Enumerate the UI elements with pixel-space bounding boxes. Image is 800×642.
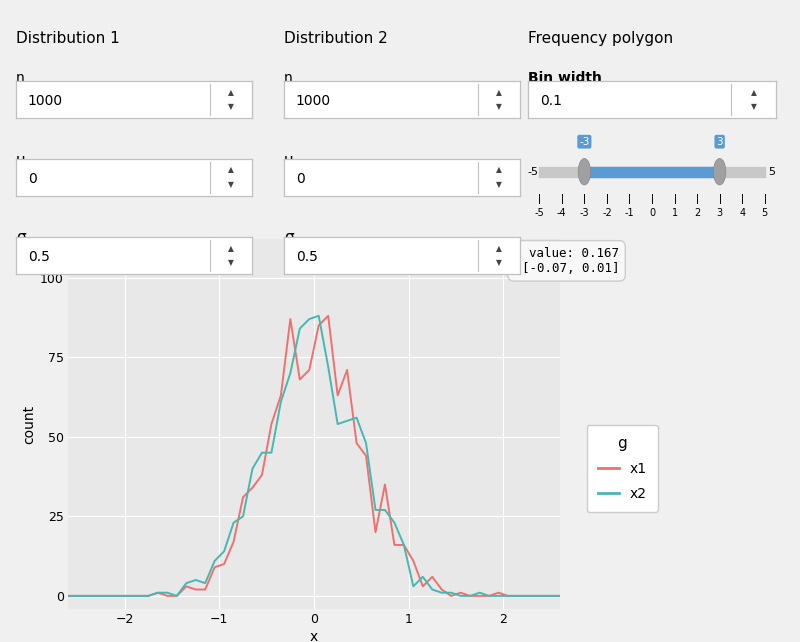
x2	[125, 592, 134, 600]
Text: ▲: ▲	[496, 87, 502, 96]
Text: 0.1: 0.1	[541, 94, 562, 108]
x2	[191, 576, 201, 584]
x2	[588, 592, 598, 600]
Text: -5: -5	[534, 208, 544, 218]
Text: ▲: ▲	[228, 243, 234, 252]
X-axis label: x: x	[310, 630, 318, 642]
Text: 1: 1	[671, 208, 678, 218]
x2	[172, 592, 182, 600]
Text: σ: σ	[16, 230, 26, 245]
Text: ▼: ▼	[496, 259, 502, 268]
x2	[390, 519, 399, 526]
Text: 1000: 1000	[296, 94, 331, 108]
Text: ▲: ▲	[750, 87, 757, 96]
Text: Distribution 1: Distribution 1	[16, 31, 120, 46]
Text: 2: 2	[694, 208, 700, 218]
Text: 0: 0	[649, 208, 655, 218]
Text: ▲: ▲	[228, 165, 234, 174]
Text: 1000: 1000	[28, 94, 63, 108]
Text: ▼: ▼	[228, 180, 234, 189]
x1	[323, 312, 333, 320]
x1	[390, 541, 399, 549]
Text: ▼: ▼	[496, 103, 502, 112]
Text: 3: 3	[717, 208, 722, 218]
x1	[210, 564, 219, 571]
Text: 0.5: 0.5	[28, 250, 50, 265]
x2	[219, 548, 229, 555]
Text: ▼: ▼	[750, 103, 757, 112]
Text: p value: 0.167
[-0.07, 0.01]: p value: 0.167 [-0.07, 0.01]	[514, 247, 619, 275]
Text: -5: -5	[527, 167, 538, 177]
Text: ▲: ▲	[496, 165, 502, 174]
Text: -3: -3	[579, 208, 589, 218]
Text: μ: μ	[16, 153, 26, 168]
x1	[172, 592, 182, 600]
Text: ▲: ▲	[496, 243, 502, 252]
Ellipse shape	[578, 159, 590, 185]
Text: 0: 0	[28, 172, 37, 186]
Line: x1: x1	[35, 316, 593, 596]
Text: -2: -2	[602, 208, 612, 218]
Text: 3: 3	[716, 137, 723, 147]
x1	[30, 592, 40, 600]
Line: x2: x2	[35, 316, 593, 596]
Ellipse shape	[714, 159, 726, 185]
Text: n: n	[16, 71, 25, 85]
Text: μ: μ	[284, 153, 294, 168]
Text: -1: -1	[625, 208, 634, 218]
x1	[125, 592, 134, 600]
Text: 0: 0	[296, 172, 305, 186]
x1	[191, 586, 201, 593]
Text: 0.5: 0.5	[296, 250, 318, 265]
x2	[30, 592, 40, 600]
Text: Bin width: Bin width	[528, 71, 602, 85]
x1	[219, 560, 229, 568]
Text: σ: σ	[284, 230, 294, 245]
Text: range: range	[528, 153, 569, 167]
Text: -4: -4	[557, 208, 566, 218]
x1	[588, 592, 598, 600]
Text: 4: 4	[739, 208, 746, 218]
x2	[314, 312, 323, 320]
Legend: x1, x2: x1, x2	[586, 424, 658, 512]
Y-axis label: count: count	[22, 404, 36, 444]
Text: ▼: ▼	[228, 259, 234, 268]
Text: ▼: ▼	[228, 103, 234, 112]
Text: Distribution 2: Distribution 2	[284, 31, 388, 46]
Text: -3: -3	[579, 137, 590, 147]
Text: Frequency polygon: Frequency polygon	[528, 31, 673, 46]
Text: 5: 5	[768, 167, 775, 177]
Text: ▲: ▲	[228, 87, 234, 96]
Text: ▼: ▼	[496, 180, 502, 189]
Text: 5: 5	[762, 208, 768, 218]
x2	[210, 557, 219, 565]
Text: n: n	[284, 71, 293, 85]
